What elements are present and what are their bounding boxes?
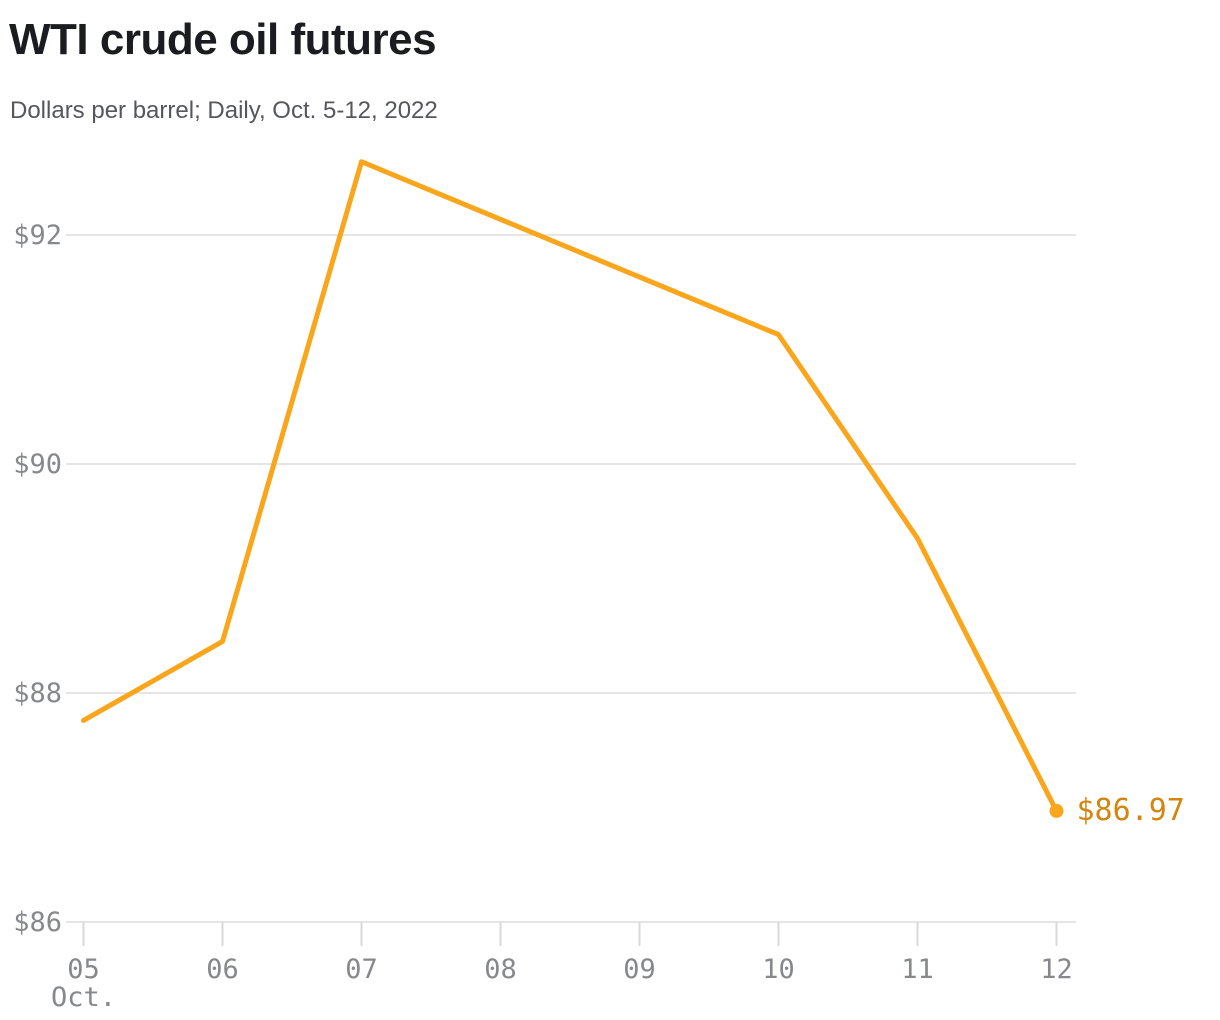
y-axis-label: $86 [13, 907, 62, 938]
x-axis-label: 06 [206, 954, 239, 985]
x-axis-label: 07 [345, 954, 378, 985]
y-axis-label: $88 [13, 678, 62, 709]
x-axis-label: 09 [623, 954, 656, 985]
x-axis-label: 10 [762, 954, 795, 985]
x-axis-month-label: Oct. [51, 982, 116, 1013]
last-value-label: $86.97 [1076, 792, 1185, 828]
chart-subtitle: Dollars per barrel; Daily, Oct. 5-12, 20… [10, 97, 438, 124]
price-line [81, 159, 1059, 814]
x-axis-label: 12 [1040, 954, 1073, 985]
y-axis-label: $92 [13, 220, 62, 251]
end-point-dot [1049, 803, 1064, 818]
x-axis-label: 08 [484, 954, 517, 985]
y-axis-label: $90 [13, 449, 62, 480]
x-axis-label: 11 [901, 954, 934, 985]
x-axis-label: 05 [67, 954, 100, 985]
chart-title: WTI crude oil futures [9, 15, 437, 64]
